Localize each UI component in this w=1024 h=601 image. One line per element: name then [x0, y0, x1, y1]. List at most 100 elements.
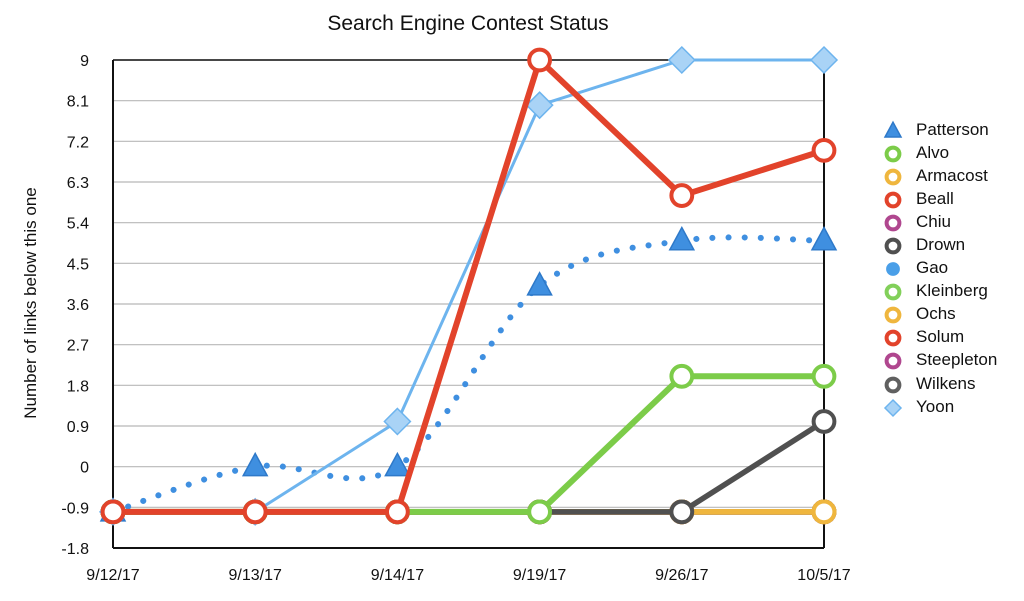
- x-tick-label: 9/14/17: [371, 567, 424, 584]
- data-point: [668, 225, 696, 251]
- legend-marker-icon: [882, 303, 904, 325]
- data-point: [667, 45, 696, 75]
- data-point: [385, 499, 410, 525]
- series-beall: [100, 47, 837, 525]
- series-lines: [98, 45, 839, 526]
- legend-label: Ochs: [916, 304, 956, 324]
- data-point: [883, 398, 903, 417]
- legend-item-chiu: Chiu: [882, 210, 997, 233]
- data-point: [384, 451, 411, 477]
- x-tick-label: 9/19/17: [513, 567, 566, 584]
- y-tick-label: 4.5: [67, 256, 89, 273]
- legend-marker-icon: [882, 280, 904, 302]
- legend-marker-icon: [882, 396, 904, 418]
- legend-label: Armacost: [916, 165, 988, 185]
- legend-item-beall: Beall: [882, 187, 997, 210]
- legend-label: Beall: [916, 188, 954, 208]
- plot-frame: [112, 59, 825, 549]
- y-tick-label: -0.9: [61, 500, 89, 517]
- data-point: [811, 499, 837, 525]
- x-tick-label: 10/5/17: [797, 567, 850, 584]
- y-tick-label: 0.9: [67, 419, 89, 436]
- legend-marker-icon: [882, 326, 904, 348]
- legend-marker-icon: [882, 234, 904, 256]
- legend-item-gao: Gao: [882, 257, 997, 280]
- y-tick-label: 0: [80, 460, 89, 477]
- y-tick-label: -1.8: [61, 541, 89, 558]
- data-point: [809, 45, 839, 75]
- series-alvo: [100, 363, 837, 525]
- y-tick-label: 2.7: [67, 338, 89, 355]
- legend-marker-icon: [882, 373, 904, 395]
- data-point: [669, 183, 695, 208]
- legend-label: Solum: [916, 327, 965, 347]
- legend-marker-icon: [882, 188, 904, 210]
- y-tick-label: 6.3: [67, 175, 89, 192]
- legend-item-patterson: Patterson: [882, 118, 997, 141]
- y-axis-label: Number of links below this one: [21, 187, 40, 419]
- data-point: [100, 499, 126, 525]
- data-point: [241, 451, 269, 477]
- data-point: [884, 191, 902, 209]
- x-tick-labels: 9/12/17 9/13/17 9/14/17 9/19/17 9/26/17 10/5/…: [86, 567, 850, 584]
- chart-title: Search Engine Contest Status: [327, 12, 608, 35]
- legend-label: Alvo: [916, 142, 950, 162]
- data-point: [884, 329, 902, 347]
- legend-item-alvo: Alvo: [882, 141, 997, 164]
- legend-label: Wilkens: [916, 373, 976, 393]
- legend-item-wilkens: Wilkens: [882, 372, 997, 395]
- y-tick-label: 1.8: [67, 378, 89, 395]
- legend-label: Chiu: [916, 211, 951, 231]
- legend-label: Gao: [916, 258, 949, 278]
- data-point: [526, 271, 553, 296]
- legend-item-kleinberg: Kleinberg: [882, 280, 997, 303]
- legend: Patterson Alvo Armacost Beall Chiu Drown Gao Kl…: [882, 118, 997, 418]
- data-point: [883, 120, 903, 138]
- data-point: [884, 353, 902, 370]
- y-tick-label: 7.2: [67, 134, 89, 151]
- data-point: [242, 499, 268, 525]
- x-tick-label: 9/26/17: [655, 567, 708, 584]
- legend-label: Drown: [916, 235, 966, 255]
- legend-label: Yoon: [916, 396, 955, 416]
- legend-marker-icon: [882, 211, 904, 233]
- legend-marker-icon: [882, 349, 904, 371]
- data-point: [527, 47, 552, 73]
- data-point: [884, 168, 902, 186]
- x-tick-label: 9/12/17: [86, 567, 139, 584]
- legend-label: Steepleton: [916, 350, 998, 370]
- legend-item-steepleton: Steepleton: [882, 349, 997, 372]
- data-point: [884, 145, 902, 163]
- series-line: [110, 234, 827, 515]
- legend-item-ochs: Ochs: [882, 303, 997, 326]
- legend-item-drown: Drown: [882, 233, 997, 256]
- series-line: [113, 57, 825, 515]
- data-point: [884, 283, 902, 301]
- y-tick-label: 8.1: [67, 94, 89, 111]
- data-point: [886, 262, 900, 277]
- data-point: [810, 225, 838, 251]
- y-tick-label: 3.6: [67, 297, 89, 314]
- data-point: [884, 237, 902, 255]
- legend-marker-icon: [882, 142, 904, 164]
- legend-item-yoon: Yoon: [882, 395, 997, 418]
- legend-marker-icon: [882, 165, 904, 187]
- data-point: [811, 137, 837, 163]
- data-point: [884, 376, 902, 393]
- data-point: [527, 499, 552, 525]
- y-tick-labels: 9 8.1 7.2 6.3 5.4 4.5 3.6 2.7 1.8 0.9 0 -0.9 -1.8: [61, 53, 89, 558]
- legend-marker-icon: [882, 119, 904, 141]
- legend-item-solum: Solum: [882, 326, 997, 349]
- data-point: [669, 363, 695, 389]
- legend-marker-icon: [882, 257, 904, 279]
- legend-label: Kleinberg: [916, 281, 988, 301]
- legend-item-armacost: Armacost: [882, 164, 997, 187]
- data-point: [811, 409, 837, 434]
- data-point: [811, 363, 837, 389]
- data-point: [669, 499, 695, 525]
- data-point: [884, 214, 902, 232]
- y-tick-label: 9: [80, 53, 89, 70]
- y-tick-label: 5.4: [67, 216, 89, 233]
- data-point: [884, 306, 902, 324]
